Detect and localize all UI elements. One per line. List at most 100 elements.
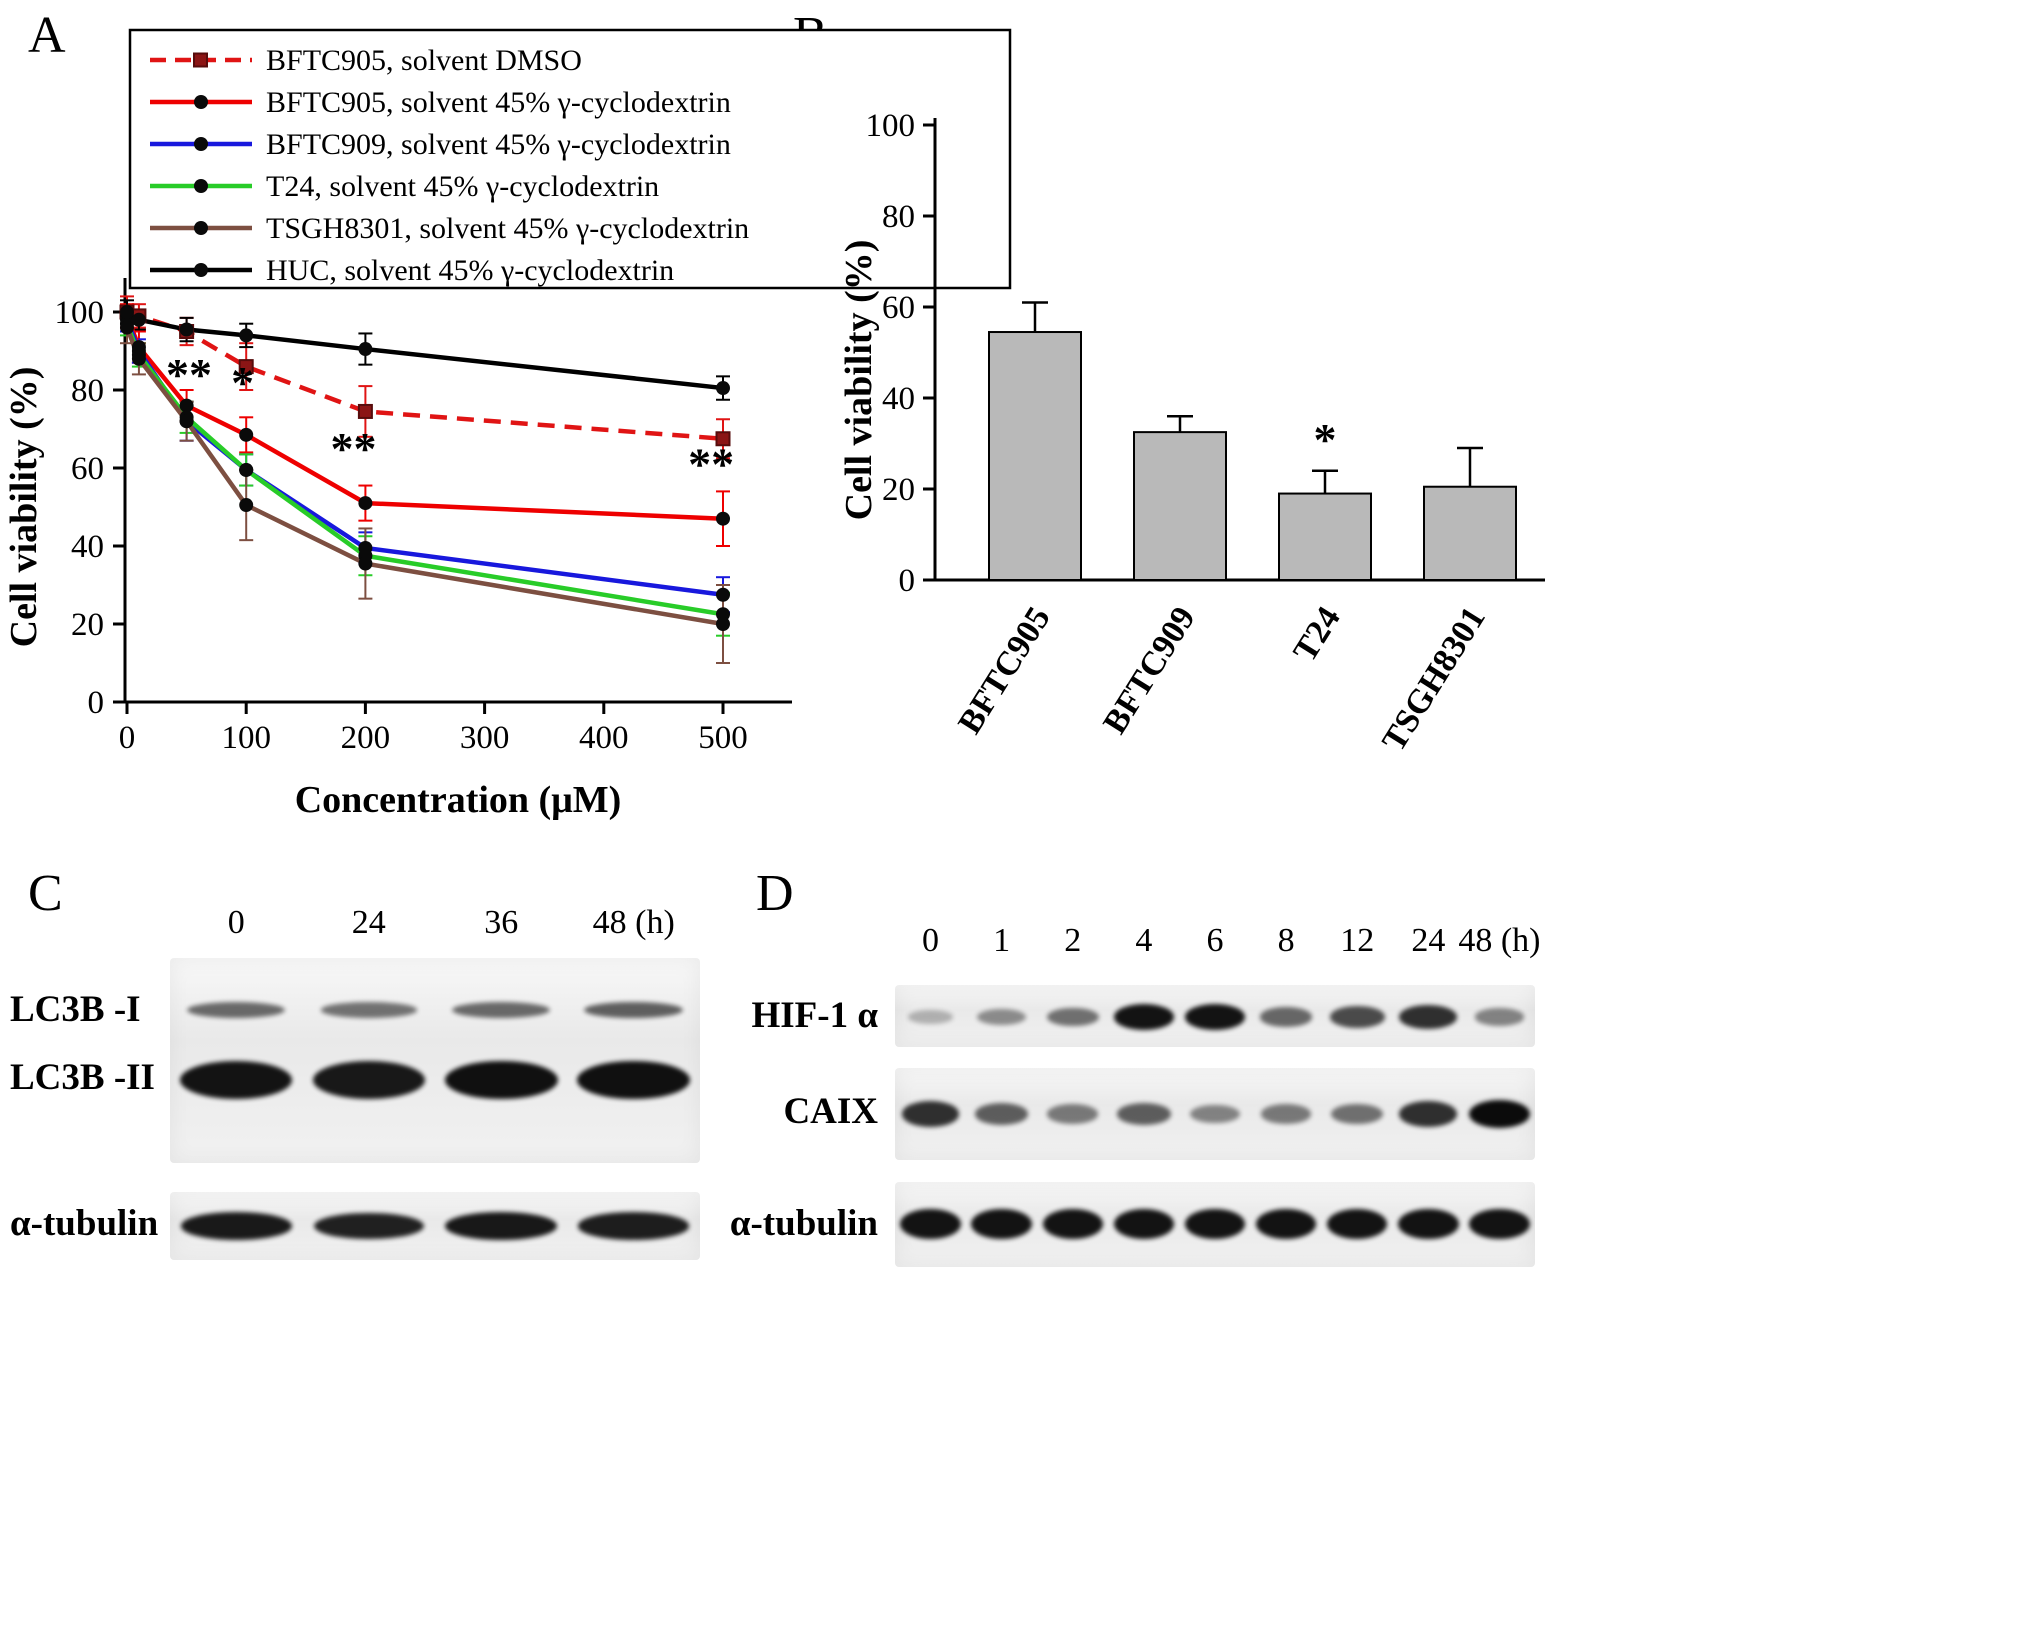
panel-d-blot-hif1a [895, 985, 1535, 1047]
legend-label: TSGH8301, solvent 45% γ-cyclodextrin [266, 212, 749, 245]
data-marker [238, 359, 254, 375]
bar [988, 331, 1082, 581]
blot-band [187, 1002, 286, 1018]
blot-band [444, 1060, 558, 1100]
panel-d-lane-label: 24 [1411, 922, 1446, 959]
blot-band [1260, 1104, 1312, 1124]
blot-band [1046, 1007, 1099, 1027]
blot-band [1184, 1209, 1246, 1239]
data-marker [716, 511, 730, 526]
panel-c-lane-label: 36 [484, 904, 519, 941]
blot-band [1117, 1103, 1171, 1125]
data-marker [131, 312, 146, 327]
series-line [124, 315, 724, 521]
significance-marker: ** [330, 423, 376, 474]
data-marker [716, 607, 730, 622]
panel-c-lane-label: 48 (h) [592, 904, 675, 941]
panel-c-row-label: α-tubulin [10, 1203, 159, 1244]
blot-band [1184, 1004, 1246, 1030]
blot-band [1042, 1209, 1103, 1239]
panel-d-lane-label: 8 [1277, 922, 1295, 959]
panel-a-letter: A [28, 7, 66, 64]
panel-c-lane-label: 0 [227, 904, 245, 941]
x-tick-label: 400 [579, 720, 629, 756]
blot-band [1113, 1209, 1175, 1239]
panel-d-blot-tubulin [895, 1182, 1535, 1267]
data-marker [358, 342, 373, 357]
x-axis-title: Concentration (μM) [295, 779, 622, 821]
legend-label: HUC, solvent 45% γ-cyclodextrin [266, 254, 674, 287]
bar [1278, 492, 1372, 581]
x-tick-label: 300 [460, 720, 510, 756]
blot-band [977, 1008, 1027, 1026]
category-label: TSGH8301 [1375, 601, 1492, 758]
legend-box [128, 28, 1012, 290]
blot-band [1327, 1209, 1388, 1239]
series-line [124, 326, 724, 627]
bar [1133, 431, 1227, 581]
blot-band [1399, 1005, 1458, 1029]
blot-band [1399, 1101, 1458, 1127]
blot-band [584, 1001, 684, 1019]
significance-marker: ** [688, 439, 734, 490]
blot-band [578, 1212, 690, 1240]
blot-band [1329, 1006, 1385, 1028]
blot-band [313, 1212, 424, 1240]
x-tick-label: 500 [698, 720, 748, 756]
category-label: T24 [1286, 601, 1347, 669]
blot-band [1259, 1007, 1313, 1027]
blot-band [901, 1101, 960, 1127]
blot-band [452, 1002, 551, 1018]
data-marker [715, 431, 731, 447]
data-marker [716, 381, 730, 396]
panel-b-bar-chart: 0 20 40 60 80 100 BFTC905 BFTC909 T24 TSGH8301 * Ce… [838, 108, 1545, 758]
blot-band [974, 1103, 1029, 1125]
data-marker [716, 617, 730, 631]
y-axis-title: Cell viability (%) [838, 240, 880, 521]
panel-d-lane-label: 48 (h) [1458, 922, 1541, 959]
data-marker [239, 462, 254, 477]
blot-band [1474, 1008, 1525, 1026]
data-marker [120, 320, 134, 335]
panel-d-blot-caix [895, 1068, 1535, 1160]
panel-c-row-label: LC3B -II [10, 1057, 155, 1098]
blot-band [1113, 1004, 1175, 1030]
data-marker [239, 328, 254, 343]
panel-d-row-label: HIF-1 α [751, 995, 878, 1036]
panel-d-lane-label: 0 [922, 922, 940, 959]
significance-marker: ** [166, 349, 212, 400]
panel-d-lane-label: 2 [1064, 922, 1082, 959]
data-marker [358, 496, 373, 511]
blot-band [1398, 1209, 1459, 1239]
blot-band [445, 1212, 558, 1240]
blot-band [180, 1060, 293, 1100]
panel-d-row-label: CAIX [783, 1091, 878, 1132]
legend-marker [194, 137, 208, 151]
y-tick-label: 60 [71, 451, 104, 487]
blot-band [1047, 1104, 1099, 1124]
panel-c-lane-label: 24 [351, 904, 386, 941]
y-tick-label: 20 [882, 472, 915, 508]
legend-marker [193, 52, 208, 68]
x-tick-label: 200 [341, 720, 391, 756]
y-tick-label: 40 [71, 529, 104, 565]
panel-c-blot-tubulin [170, 1192, 700, 1260]
data-marker [131, 351, 146, 366]
y-axis-title: Cell viability (%) [3, 367, 45, 648]
legend-marker [194, 95, 208, 109]
panel-d-row-label: α-tubulin [729, 1203, 878, 1244]
data-marker [179, 322, 194, 337]
data-marker [358, 556, 373, 571]
series-line [124, 322, 724, 617]
x-tick-label: 100 [221, 720, 271, 756]
blot-band [1469, 1209, 1530, 1239]
blot-band [312, 1060, 425, 1100]
legend-marker [194, 221, 208, 235]
y-tick-label: 100 [55, 295, 105, 331]
y-tick-label: 40 [882, 381, 915, 417]
legend-marker [194, 263, 208, 277]
panel-d-lane-label: 1 [993, 922, 1011, 959]
blot-band [907, 1010, 954, 1024]
legend-label: BFTC905, solvent 45% γ-cyclodextrin [266, 86, 731, 119]
